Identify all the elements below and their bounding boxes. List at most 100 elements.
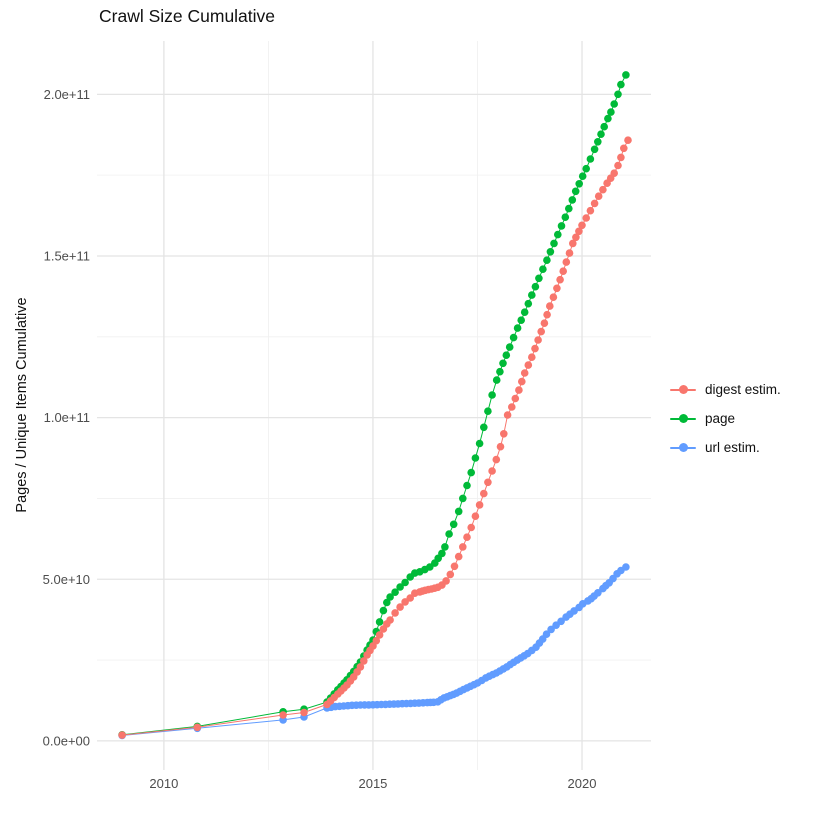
data-point xyxy=(578,172,587,180)
data-point xyxy=(391,588,399,596)
data-point xyxy=(537,327,545,336)
data-point xyxy=(554,230,562,239)
data-point xyxy=(569,239,577,248)
data-point xyxy=(565,204,573,213)
data-point xyxy=(543,256,551,265)
data-point xyxy=(471,454,480,462)
data-point xyxy=(379,606,388,615)
data-point xyxy=(480,489,488,498)
data-point xyxy=(508,403,516,411)
data-point xyxy=(496,442,505,451)
legend-key-url-icon xyxy=(670,438,696,457)
data-point xyxy=(599,185,607,194)
data-point xyxy=(502,351,511,360)
data-point xyxy=(528,291,536,299)
data-point xyxy=(459,543,467,551)
data-point xyxy=(513,324,522,332)
data-point xyxy=(617,80,625,89)
legend-label-digest: digest estim. xyxy=(705,382,781,397)
data-point xyxy=(475,501,484,509)
data-point xyxy=(520,308,529,317)
data-point xyxy=(614,161,622,170)
data-point xyxy=(520,369,529,377)
data-point xyxy=(480,423,488,432)
data-point xyxy=(604,114,612,123)
data-point xyxy=(542,630,551,638)
data-point xyxy=(550,239,558,248)
data-point xyxy=(386,616,394,624)
data-point xyxy=(559,267,567,276)
data-point xyxy=(597,130,605,138)
data-point xyxy=(450,562,459,571)
chart-title: Crawl Size Cumulative xyxy=(99,6,276,26)
data-point xyxy=(454,507,463,516)
y-tick-label: 1.5e+11 xyxy=(44,248,90,263)
y-tick-label: 0.0e+00 xyxy=(43,733,90,748)
data-point xyxy=(509,333,518,342)
data-point xyxy=(543,310,551,319)
data-point xyxy=(515,386,523,394)
data-point xyxy=(594,589,602,597)
data-point xyxy=(484,407,492,416)
data-point xyxy=(467,523,476,532)
data-point xyxy=(499,359,507,368)
legend-item-page: page xyxy=(670,409,781,428)
data-point xyxy=(438,549,446,558)
data-point xyxy=(610,169,618,177)
data-point xyxy=(441,543,449,551)
legend-label-page: page xyxy=(705,411,736,426)
legend: digest estim. page url estim. xyxy=(670,380,781,457)
y-tick-label: 5.0e+10 xyxy=(43,572,90,587)
data-point xyxy=(488,467,496,475)
data-point xyxy=(300,708,308,717)
data-point xyxy=(571,187,580,196)
data-point xyxy=(582,164,590,173)
data-point xyxy=(518,377,526,386)
data-point xyxy=(565,249,574,257)
legend-label-url: url estim. xyxy=(705,440,760,455)
data-point xyxy=(575,180,583,188)
data-point xyxy=(590,199,599,208)
data-point xyxy=(622,563,630,571)
data-point xyxy=(540,319,549,328)
data-point xyxy=(118,731,126,739)
data-point xyxy=(524,361,533,369)
data-point xyxy=(386,593,394,601)
data-point xyxy=(459,494,467,503)
data-point xyxy=(488,391,496,399)
data-point xyxy=(279,711,287,719)
data-point xyxy=(492,376,501,384)
data-point xyxy=(524,299,533,308)
data-point xyxy=(531,344,539,353)
y-axis-title: Pages / Unique Items Cumulative xyxy=(14,297,30,513)
data-point xyxy=(463,533,471,541)
data-point xyxy=(557,222,566,230)
data-point xyxy=(406,594,415,602)
data-point xyxy=(620,144,628,153)
data-point xyxy=(572,233,580,242)
data-point xyxy=(505,343,514,351)
data-point xyxy=(442,577,450,585)
data-point xyxy=(594,138,602,146)
data-point xyxy=(396,583,404,591)
x-tick-label: 2015 xyxy=(358,776,387,791)
data-point xyxy=(547,625,555,634)
series-line-1 xyxy=(122,74,627,736)
data-point xyxy=(546,302,554,310)
data-point xyxy=(578,221,586,230)
data-point xyxy=(528,353,536,362)
data-point xyxy=(562,258,571,266)
data-point xyxy=(582,214,590,222)
data-point xyxy=(375,618,384,626)
data-point xyxy=(356,663,365,671)
data-point xyxy=(360,657,368,665)
x-tick-label: 2010 xyxy=(149,776,178,791)
data-point xyxy=(492,455,501,464)
data-point xyxy=(539,265,547,274)
data-point xyxy=(556,275,564,284)
data-point xyxy=(624,136,632,144)
data-point xyxy=(372,636,381,645)
data-point xyxy=(600,122,608,131)
data-point xyxy=(511,394,520,403)
data-point xyxy=(454,552,463,561)
